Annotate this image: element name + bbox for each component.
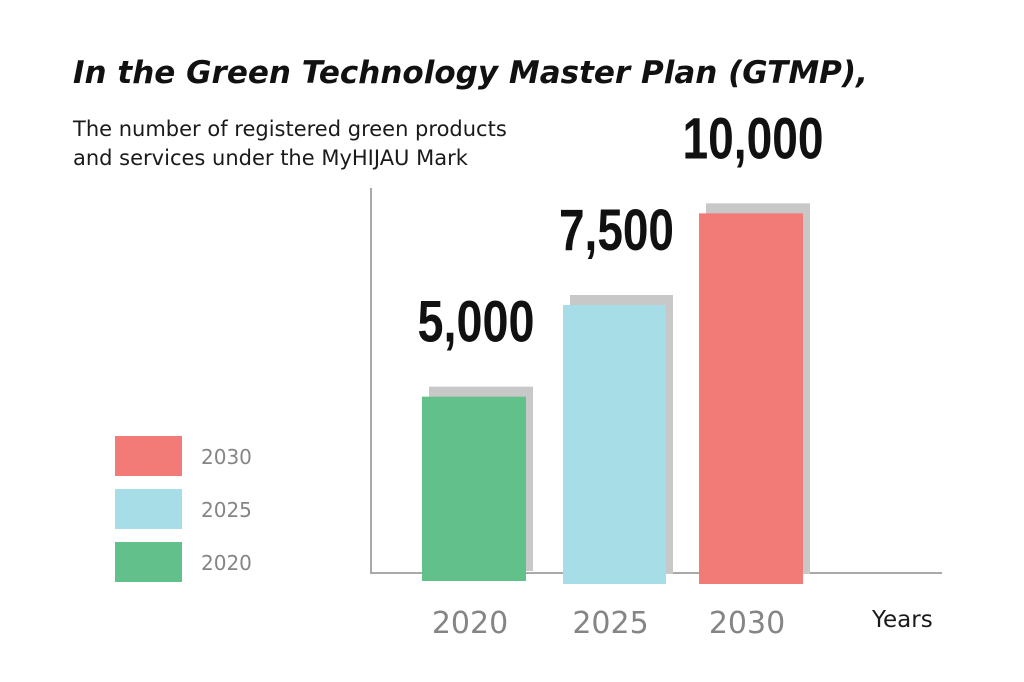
value-label-2030: 10,000 (683, 106, 824, 171)
chart-title: In the Green Technology Master Plan (GTM… (73, 55, 868, 91)
bar-2025 (563, 305, 666, 584)
value-label-2025: 7,500 (559, 198, 674, 263)
legend: 2030 2025 2020 (115, 436, 252, 582)
x-tick-label-2020: 2020 (432, 606, 508, 641)
bar-2030 (699, 213, 803, 585)
legend-label-2025: 2025 (201, 498, 252, 522)
x-tick-label-2030: 2030 (709, 606, 785, 641)
value-label-2020: 5,000 (418, 290, 535, 355)
legend-label-2020: 2020 (201, 551, 252, 575)
x-axis-title: Years (871, 607, 933, 633)
legend-swatch-2020 (115, 542, 182, 582)
legend-swatch-2030 (115, 436, 182, 476)
bar-2020 (422, 396, 526, 581)
tick-labels-layer: 2020 2025 2030 (432, 606, 785, 641)
x-tick-label-2025: 2025 (572, 606, 648, 641)
chart-subtitle-line-1: The number of registered green products (72, 117, 507, 141)
legend-label-2030: 2030 (201, 445, 252, 469)
legend-swatch-2025 (115, 489, 182, 529)
bars-layer (422, 203, 810, 585)
chart-subtitle-line-2: and services under the MyHIJAU Mark (73, 146, 469, 170)
